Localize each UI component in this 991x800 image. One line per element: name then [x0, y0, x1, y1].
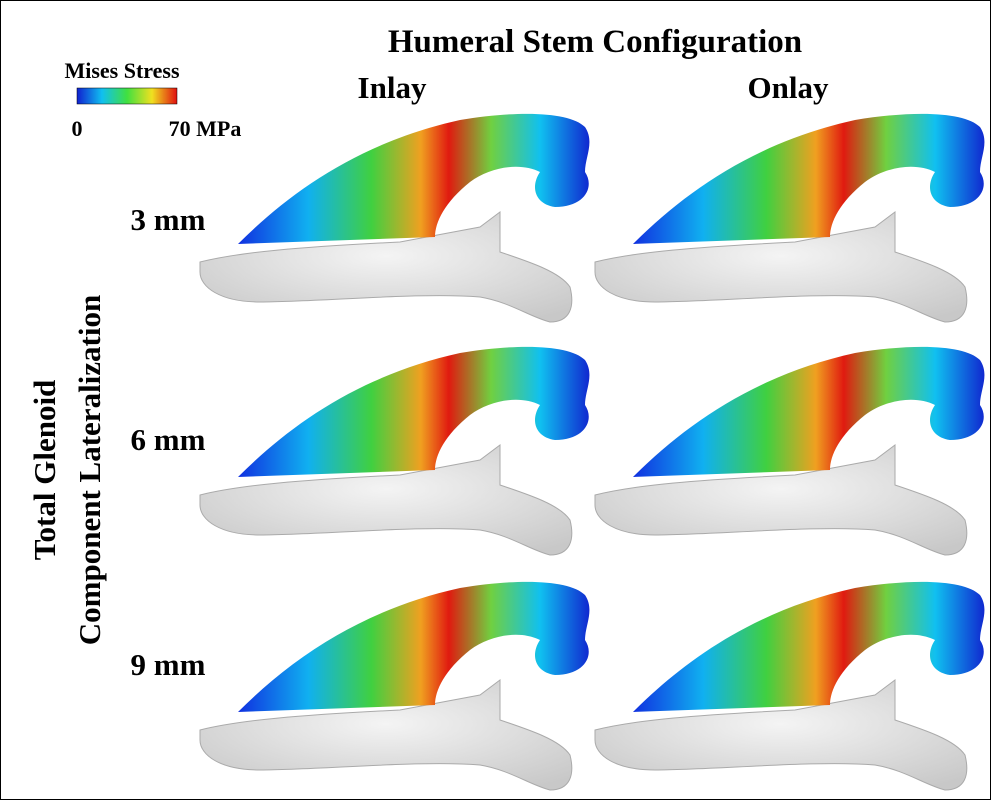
stress-image — [200, 347, 589, 555]
stress-image — [200, 114, 589, 322]
stress-image — [595, 582, 984, 790]
legend-title: Mises Stress — [64, 58, 180, 83]
row-label: 3 mm — [131, 202, 206, 237]
page: Humeral Stem Configuration Inlay Onlay M… — [0, 0, 991, 800]
figure: Humeral Stem Configuration Inlay Onlay M… — [0, 0, 991, 800]
stress-image — [595, 347, 984, 555]
side-label-line: Total Glenoid — [27, 380, 62, 561]
column-label: Onlay — [748, 70, 829, 105]
side-label: Total Glenoid Component Lateralization — [27, 295, 107, 645]
title: Humeral Stem Configuration — [388, 24, 802, 60]
row-label: 9 mm — [131, 647, 206, 682]
stress-image — [200, 582, 589, 790]
column-label: Inlay — [358, 70, 427, 105]
side-label-line: Component Lateralization — [72, 295, 107, 645]
row-label: 6 mm — [131, 422, 206, 457]
colorbar — [77, 88, 177, 104]
stress-image — [595, 114, 984, 322]
legend-max: 70 MPa — [169, 116, 242, 141]
legend-min: 0 — [72, 116, 83, 141]
